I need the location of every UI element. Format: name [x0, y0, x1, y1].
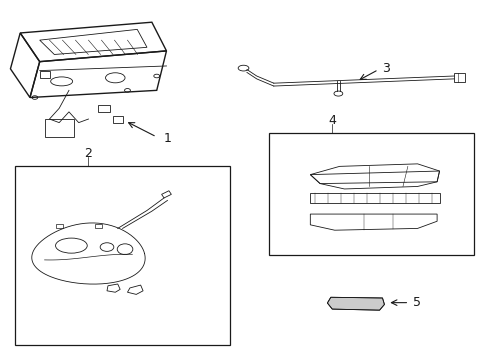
Bar	[40, 71, 50, 78]
Text: 1: 1	[163, 132, 172, 145]
Bar	[453, 73, 464, 82]
Bar	[113, 116, 122, 123]
Polygon shape	[327, 297, 384, 310]
Text: 5: 5	[412, 296, 420, 309]
Bar	[56, 224, 62, 228]
Bar	[310, 193, 439, 203]
Bar	[268, 134, 473, 255]
Text: 3: 3	[381, 62, 389, 75]
Text: 2: 2	[84, 147, 92, 159]
Bar	[15, 166, 229, 345]
Bar	[95, 224, 102, 228]
Text: 4: 4	[327, 114, 336, 127]
Bar	[98, 105, 110, 112]
